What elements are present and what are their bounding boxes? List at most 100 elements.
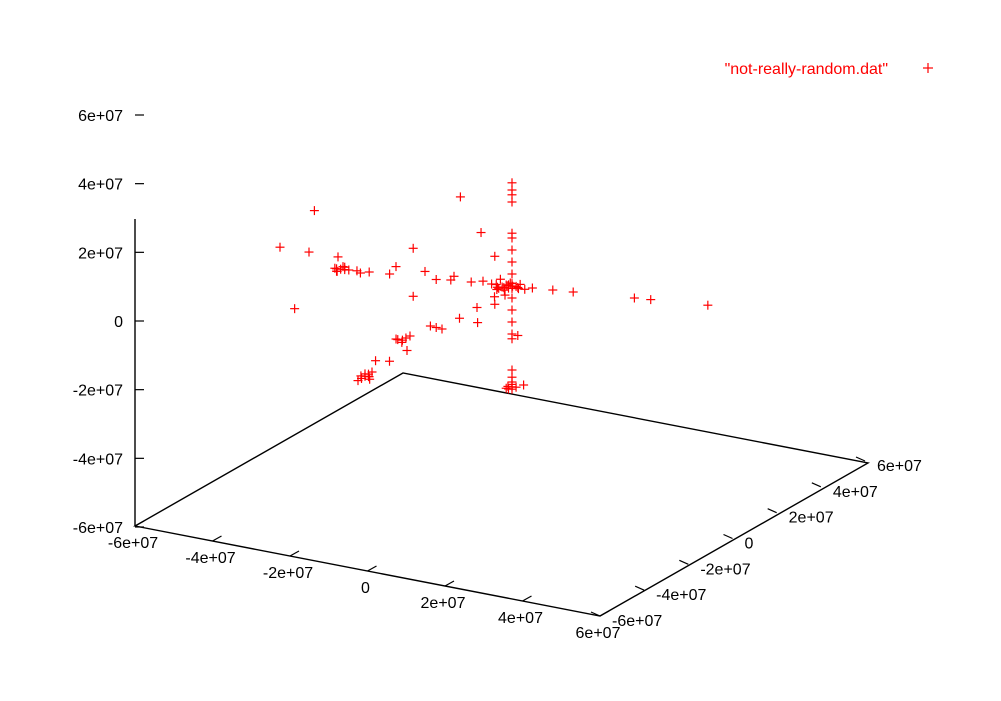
x-tick <box>212 535 222 542</box>
z-tick-label: -4e+07 <box>73 451 123 468</box>
data-point <box>455 313 464 323</box>
x-tick-label: 6e+07 <box>576 625 621 642</box>
data-point <box>466 277 476 287</box>
y-tick <box>590 611 601 617</box>
data-point <box>353 376 363 386</box>
data-point <box>495 274 505 284</box>
y-tick <box>767 508 777 514</box>
x-tick-label: 2e+07 <box>421 595 466 612</box>
data-point <box>309 206 319 216</box>
data-point <box>629 293 639 303</box>
z-tick-label: -2e+07 <box>73 383 123 400</box>
data-point <box>492 282 502 292</box>
y-tick <box>855 456 866 462</box>
data-point <box>520 284 530 294</box>
x-tick-label: 4e+07 <box>498 610 543 627</box>
data-point <box>290 304 300 314</box>
y-tick-label: 4e+07 <box>833 484 878 501</box>
y-tick <box>723 533 733 540</box>
data-point <box>487 279 497 289</box>
x-tick <box>134 520 145 527</box>
y-tick <box>634 585 645 591</box>
data-point <box>420 266 430 276</box>
data-point <box>501 383 511 393</box>
data-points <box>275 178 713 394</box>
z-tick-label: 4e+07 <box>78 177 123 194</box>
y-tick <box>811 482 822 488</box>
data-point <box>425 321 435 331</box>
x-tick <box>599 610 610 617</box>
y-tick-label: 0 <box>745 536 754 553</box>
data-point <box>527 283 537 293</box>
data-point <box>472 303 482 312</box>
data-point <box>402 346 412 355</box>
data-point <box>405 331 415 341</box>
data-point <box>473 318 483 328</box>
data-point <box>508 281 518 291</box>
x-tick-label: -6e+07 <box>108 535 158 552</box>
data-point <box>507 269 517 279</box>
data-point <box>478 276 488 286</box>
data-point <box>568 287 578 297</box>
z-tick-label: 6e+07 <box>78 108 123 125</box>
data-point <box>385 269 395 279</box>
x-tick-label: -4e+07 <box>185 550 235 567</box>
x-tick <box>367 565 377 572</box>
data-point <box>504 384 513 394</box>
data-point <box>365 374 375 384</box>
data-point <box>385 356 394 366</box>
data-point <box>500 290 510 300</box>
axis-ticks <box>134 114 866 617</box>
data-point <box>507 305 517 315</box>
data-point <box>275 242 285 252</box>
y-tick-label: -6e+07 <box>612 613 662 630</box>
y-tick-label: 6e+07 <box>877 458 922 475</box>
y-tick-label: 2e+07 <box>789 510 834 527</box>
data-point <box>507 257 517 267</box>
legend: "not-really-random.dat" <box>725 61 933 78</box>
x-tick <box>289 550 300 557</box>
data-point <box>548 285 558 295</box>
data-point <box>490 251 500 261</box>
data-point <box>393 335 403 345</box>
x-tick <box>522 595 532 602</box>
x-tick-label: 0 <box>361 580 370 597</box>
data-point <box>507 245 517 255</box>
data-point <box>507 317 517 327</box>
data-point <box>391 262 401 272</box>
data-point <box>507 228 517 238</box>
data-point <box>408 291 418 301</box>
y-tick-label: -4e+07 <box>656 587 706 604</box>
data-point <box>504 280 514 290</box>
data-point <box>333 252 343 262</box>
data-point <box>431 323 441 332</box>
base-plane <box>133 372 870 617</box>
data-point <box>646 295 656 305</box>
legend-label: "not-really-random.dat" <box>725 61 888 78</box>
data-point <box>455 192 465 202</box>
data-point <box>332 266 342 276</box>
data-point <box>408 243 418 253</box>
data-point <box>355 268 365 278</box>
data-point <box>507 178 517 188</box>
data-point <box>513 284 523 294</box>
data-point <box>371 356 381 366</box>
legend-marker <box>923 63 933 73</box>
z-tick-label: -6e+07 <box>73 520 123 537</box>
data-point <box>304 247 314 257</box>
data-point <box>507 293 517 303</box>
x-tick-label: -2e+07 <box>263 565 313 582</box>
data-point <box>431 275 441 284</box>
data-point <box>476 228 486 238</box>
data-point <box>511 382 521 392</box>
data-point <box>364 267 374 277</box>
x-tick <box>444 580 455 587</box>
data-point <box>356 371 366 381</box>
data-point <box>513 283 523 292</box>
data-point <box>338 262 348 272</box>
data-point <box>446 275 456 285</box>
data-point <box>437 324 447 334</box>
data-point <box>513 331 523 340</box>
data-point <box>490 292 499 302</box>
